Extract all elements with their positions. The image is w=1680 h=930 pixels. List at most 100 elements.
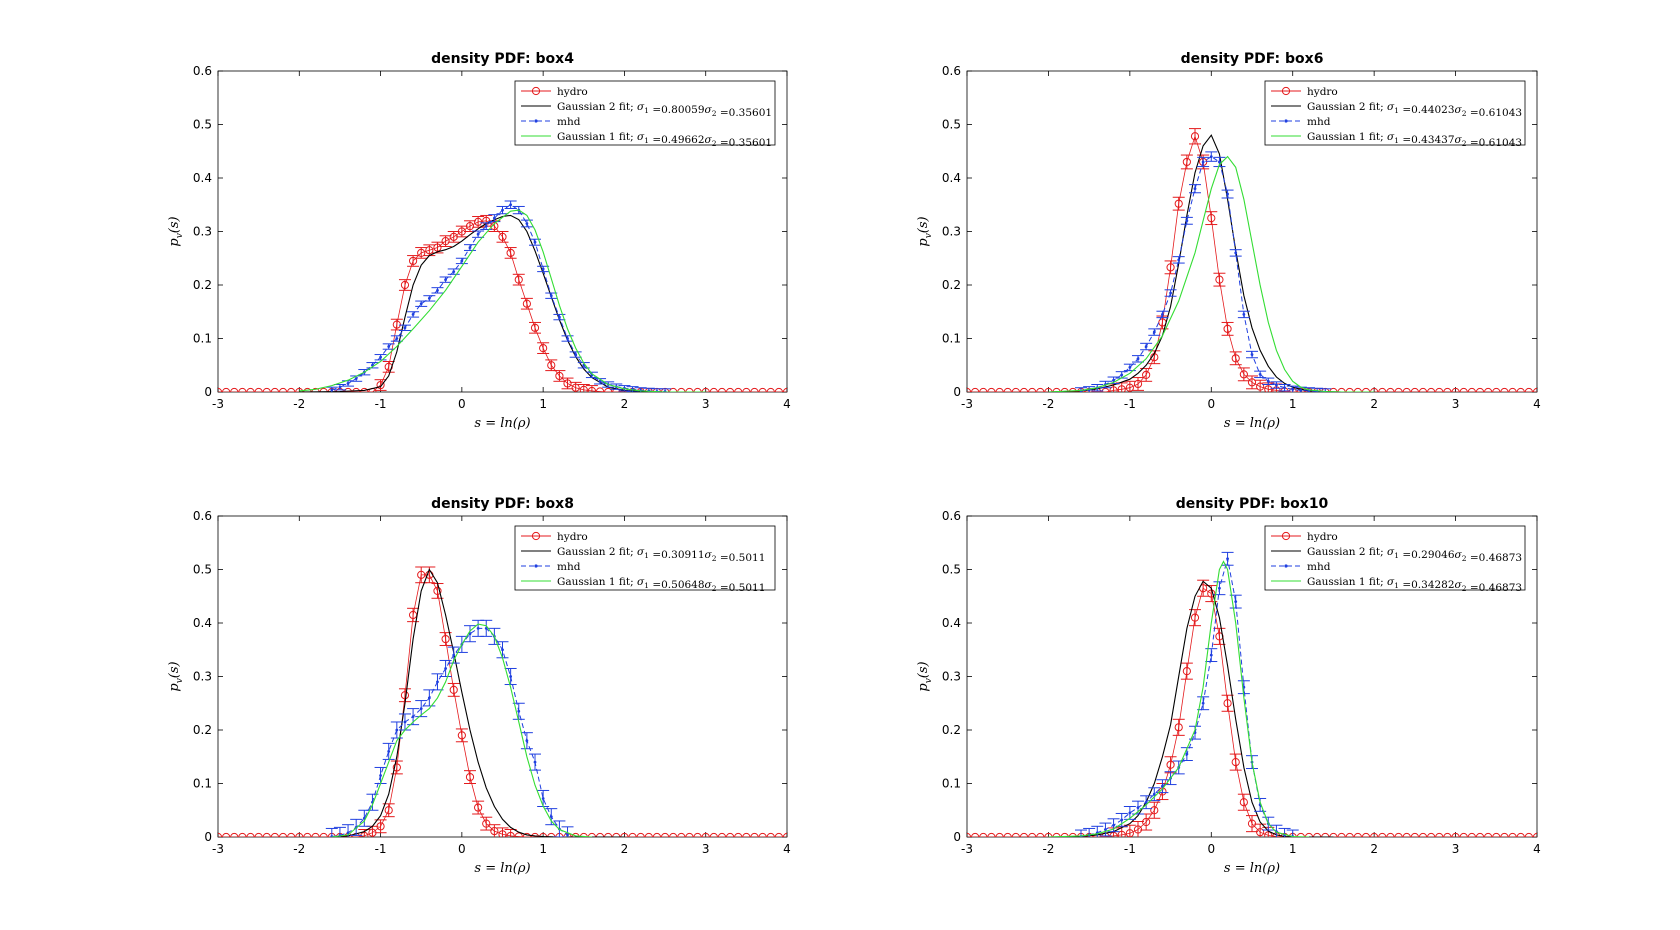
data-point <box>1166 760 1175 769</box>
data-point <box>987 832 996 837</box>
data-point <box>346 831 350 835</box>
data-point <box>1161 784 1164 788</box>
legend-label: hydro <box>557 86 588 98</box>
legend-label: Gaussian 1 fit; σ1 =0.49662σ2 =0.35601 <box>557 131 772 149</box>
data-point <box>750 832 759 837</box>
data-point <box>782 387 787 392</box>
data-point <box>427 696 431 700</box>
data-point <box>1337 832 1346 837</box>
y-axis-label: pv(s) <box>916 661 934 691</box>
data-point <box>1223 324 1232 333</box>
chart-title: density PDF: box10 <box>1176 496 1329 512</box>
y-axis-label: pv(s) <box>167 661 185 691</box>
data-point <box>1508 387 1517 392</box>
data-point <box>270 387 279 392</box>
y-tick-label: 0.3 <box>193 225 212 239</box>
data-point <box>408 256 418 266</box>
x-tick-label: 4 <box>1533 842 1541 856</box>
data-point <box>1427 387 1436 392</box>
data-point <box>1492 387 1501 392</box>
data-point <box>1247 378 1257 387</box>
data-point <box>514 832 523 837</box>
legend-box <box>1264 80 1526 146</box>
data-point <box>387 750 391 753</box>
data-point <box>484 626 488 630</box>
data-point <box>384 806 393 815</box>
data-point <box>558 315 561 319</box>
data-point <box>547 361 556 370</box>
data-point <box>604 387 613 392</box>
data-point <box>379 355 382 359</box>
data-point <box>1410 387 1419 392</box>
y-tick-label: 0.2 <box>193 278 212 292</box>
data-point <box>379 774 382 777</box>
data-point <box>1104 828 1107 831</box>
y-tick-label: 0.5 <box>193 118 212 132</box>
data-point <box>419 707 423 710</box>
data-point <box>579 385 588 392</box>
x-tick-label: 2 <box>621 397 629 411</box>
data-point <box>222 832 231 837</box>
x-tick-label: -1 <box>375 842 387 856</box>
data-point <box>330 388 334 392</box>
data-point <box>685 832 694 837</box>
data-point <box>525 222 529 225</box>
chart-panel: -3 -2 -1 0 1 2 3 4 0 0.1 0.2 0.3 0.4 0.5 0.6 density PD… <box>916 51 1541 431</box>
x-tick-label: 3 <box>702 397 710 411</box>
data-point <box>734 387 743 392</box>
data-point <box>1353 832 1362 837</box>
data-point <box>1166 263 1175 272</box>
data-point <box>392 320 401 329</box>
legend-label: Gaussian 2 fit; σ1 =0.29046σ2 =0.46873 <box>1307 546 1522 564</box>
data-point <box>230 832 239 837</box>
legend: hydro Gaussian 2 fit; σ1 =0.29046σ2 =0.46… <box>1264 525 1526 594</box>
data-point <box>354 377 358 381</box>
data-point <box>539 344 548 353</box>
data-point <box>541 267 545 271</box>
y-tick-label: 0.2 <box>942 278 961 292</box>
data-point <box>436 680 439 684</box>
data-point <box>539 832 548 837</box>
data-point <box>595 387 605 392</box>
data-point <box>1264 385 1273 392</box>
data-point <box>652 832 662 837</box>
data-point <box>1044 832 1053 837</box>
data-point <box>693 832 702 837</box>
legend-box <box>1264 525 1526 591</box>
legend-label: mhd <box>1307 561 1331 573</box>
data-point <box>1524 832 1533 837</box>
data-point <box>758 832 767 837</box>
legend-label: hydro <box>1307 531 1338 543</box>
data-point <box>1003 387 1012 392</box>
data-point <box>1028 387 1037 392</box>
x-tick-label: 0 <box>458 397 466 411</box>
series-line <box>299 209 706 392</box>
data-point <box>419 302 423 306</box>
data-point <box>468 246 472 249</box>
data-point <box>1329 832 1338 837</box>
data-point <box>1101 387 1110 392</box>
data-point <box>352 387 361 392</box>
data-point <box>628 832 637 837</box>
series-line <box>1048 155 1375 392</box>
data-point <box>433 243 442 252</box>
y-tick-label: 0.4 <box>193 616 212 630</box>
y-tick-label: 0.2 <box>942 723 961 737</box>
x-axis-label: s = ln(ρ) <box>1224 861 1280 876</box>
data-point <box>541 797 545 800</box>
data-point <box>1418 832 1428 837</box>
data-point <box>971 387 980 392</box>
data-point <box>1161 313 1164 316</box>
data-point <box>1144 800 1148 804</box>
chart-panel: -3 -2 -1 0 1 2 3 4 0 0.1 0.2 0.3 0.4 0.5 0.6 density PD… <box>167 51 791 431</box>
data-point <box>1239 370 1248 379</box>
data-point <box>1128 811 1132 815</box>
data-point <box>254 387 263 392</box>
data-point <box>452 270 456 274</box>
data-point <box>254 832 263 837</box>
data-point <box>1467 387 1476 392</box>
legend-marker <box>1284 564 1288 568</box>
data-point <box>750 387 759 392</box>
data-point <box>530 832 540 837</box>
legend-box <box>514 80 776 146</box>
